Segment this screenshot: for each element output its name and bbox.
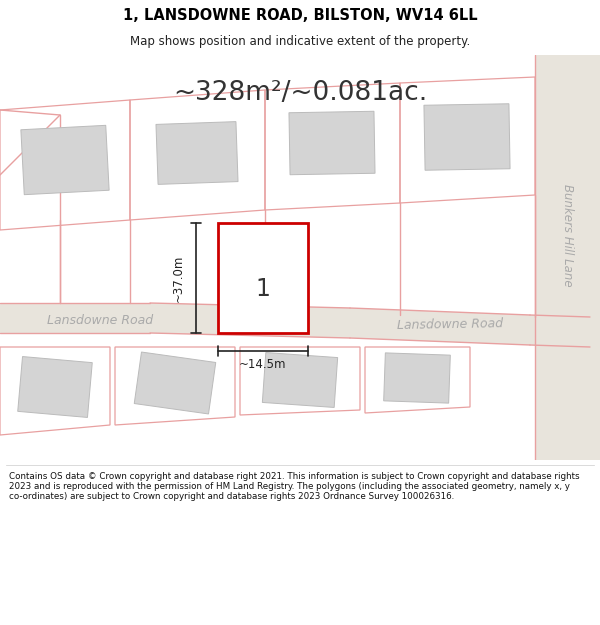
Bar [134, 352, 216, 414]
Text: Contains OS data © Crown copyright and database right 2021. This information is : Contains OS data © Crown copyright and d… [9, 471, 580, 501]
Bar [18, 356, 92, 418]
Text: Bunkers Hill Lane: Bunkers Hill Lane [560, 184, 574, 286]
Bar [424, 104, 510, 170]
Polygon shape [535, 55, 600, 460]
Bar [21, 126, 109, 194]
Bar [218, 223, 308, 333]
Text: ~328m²/~0.081ac.: ~328m²/~0.081ac. [173, 80, 427, 106]
Text: Map shows position and indicative extent of the property.: Map shows position and indicative extent… [130, 35, 470, 48]
Bar [262, 352, 338, 408]
Text: 1: 1 [256, 277, 271, 301]
Text: Lansdowne Road: Lansdowne Road [47, 314, 153, 326]
Text: ~14.5m: ~14.5m [239, 359, 287, 371]
Bar [289, 111, 375, 175]
Text: Lansdowne Road: Lansdowne Road [397, 318, 503, 332]
Polygon shape [0, 303, 590, 347]
Text: ~37.0m: ~37.0m [172, 254, 185, 302]
Bar [383, 353, 451, 403]
Bar [156, 122, 238, 184]
Text: 1, LANSDOWNE ROAD, BILSTON, WV14 6LL: 1, LANSDOWNE ROAD, BILSTON, WV14 6LL [122, 8, 478, 23]
